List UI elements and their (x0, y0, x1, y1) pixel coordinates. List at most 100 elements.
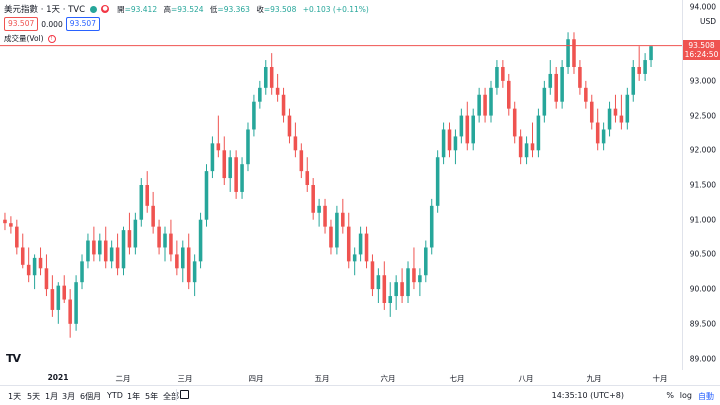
timezone-clock[interactable]: 14:35:10 (UTC+8) (551, 391, 624, 400)
candle (234, 150, 238, 199)
candle-body (477, 94, 481, 116)
candle-body (3, 219, 7, 224)
range-ytd-button[interactable]: YTD (107, 391, 123, 400)
candle (649, 46, 653, 67)
candle (483, 87, 487, 123)
candle (151, 191, 155, 234)
candle-body (198, 219, 203, 262)
candle-body (246, 129, 250, 165)
candle-body (554, 73, 558, 102)
candle (346, 212, 351, 269)
currency-unit[interactable]: USD (699, 17, 716, 26)
time-tick-label: 七月 (449, 374, 465, 383)
bid-price-button[interactable]: 93.507 (4, 17, 39, 31)
range-all-button[interactable]: 全部 (163, 392, 179, 401)
candle (32, 254, 37, 290)
range-1m-button[interactable]: 1月 (45, 392, 59, 401)
time-axis[interactable]: 2021 二月 三月 四月 五月 六月 七月 八月 九月 十月 (0, 370, 682, 384)
warning-icon: ! (47, 34, 56, 43)
candle-body (435, 157, 440, 206)
candle-body (44, 268, 49, 290)
bottom-toolbar: 1天 5天 1月 3月 6個月 YTD 1年 5年 全部 14:35:10 (U… (0, 385, 720, 405)
candle (459, 108, 464, 144)
candle-body (80, 261, 84, 283)
candle (364, 226, 369, 269)
candle (495, 60, 499, 95)
candle (637, 46, 641, 81)
range-1y-button[interactable]: 1年 (127, 392, 141, 401)
low-value: =93.363 (217, 4, 250, 14)
market-status-icon (90, 5, 98, 13)
candle-body (364, 233, 369, 262)
candle-body (74, 282, 78, 324)
candle-body (518, 136, 523, 158)
range-5y-button[interactable]: 5年 (145, 392, 159, 401)
auto-scale-button[interactable]: 自動 (698, 392, 714, 401)
symbol-title[interactable]: 美元指數 · 1天 · TVC (4, 5, 86, 15)
candle (293, 122, 298, 158)
toolbar-divider (176, 389, 177, 401)
candle (269, 53, 274, 95)
calendar-icon[interactable] (180, 390, 189, 399)
candle (524, 136, 529, 165)
candle-body (175, 254, 179, 269)
candle-body (625, 94, 630, 123)
candle (175, 240, 179, 276)
candle (240, 157, 244, 199)
candle (252, 94, 256, 137)
candle-body (441, 129, 446, 158)
candle-body (548, 73, 553, 88)
candle-body (121, 230, 126, 269)
candle (589, 94, 594, 130)
candle (246, 122, 250, 172)
percent-scale-button[interactable]: % (666, 391, 674, 400)
price-axis[interactable]: USD 94.000 93.000 92.500 92.000 91.500 91.000… (682, 0, 720, 370)
candle (453, 129, 458, 165)
candle (157, 219, 161, 255)
candle-body (127, 230, 132, 248)
range-1d-button[interactable]: 1天 (8, 392, 22, 401)
candle (601, 122, 606, 151)
candle-body (429, 205, 434, 248)
candle-body (637, 67, 641, 74)
price-chart[interactable] (0, 0, 682, 370)
range-3m-button[interactable]: 3月 (62, 392, 76, 401)
countdown-value: 16:24:50 (684, 49, 719, 59)
high-value: =93.524 (170, 4, 204, 14)
candle-body (560, 67, 564, 102)
candle-body (512, 108, 517, 137)
high-label: 高 (163, 4, 171, 14)
candle (584, 80, 588, 109)
candle (518, 129, 523, 165)
log-scale-button[interactable]: log (679, 391, 692, 400)
candle (163, 226, 167, 262)
volume-indicator-label[interactable]: 成交量(Vol) (4, 34, 44, 43)
ask-price-button[interactable]: 93.507 (65, 17, 100, 31)
time-tick-label: 三月 (177, 374, 193, 383)
candle (388, 282, 393, 317)
candle (210, 136, 215, 179)
candle-body (542, 87, 547, 116)
candle (643, 53, 647, 81)
candle (169, 219, 173, 262)
candle-body (299, 150, 304, 172)
candle-body (619, 115, 624, 123)
tradingview-logo-icon[interactable]: TV (6, 352, 21, 365)
candle (471, 108, 475, 151)
range-6m-button[interactable]: 6個月 (80, 392, 102, 401)
candle-body (589, 101, 594, 123)
candle-body (98, 240, 102, 255)
candlestick-svg[interactable] (0, 0, 682, 370)
price-tick-label: 91.000 (689, 215, 716, 225)
candle (370, 254, 375, 297)
candle (548, 60, 553, 95)
candle-body (115, 247, 120, 269)
range-5d-button[interactable]: 5天 (27, 392, 41, 401)
candle-body (26, 264, 31, 276)
candle (74, 275, 78, 331)
candle-body (192, 261, 197, 283)
price-tick-label: 90.000 (689, 284, 716, 294)
candle-body (483, 94, 487, 116)
candle (145, 171, 149, 213)
candle-body (204, 171, 209, 220)
